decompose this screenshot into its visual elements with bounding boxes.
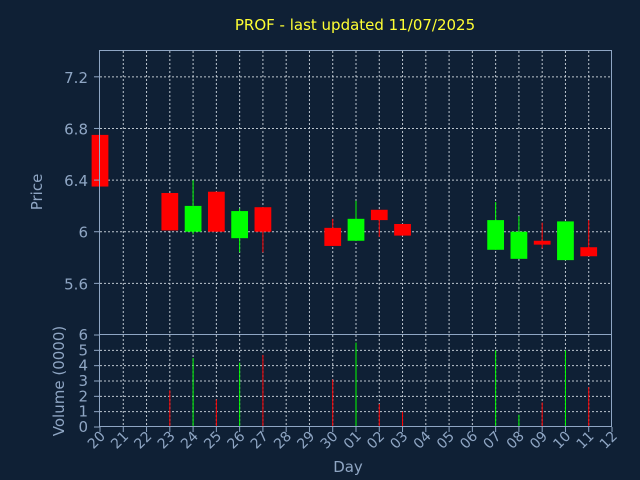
x-tick-label: 26 bbox=[225, 428, 249, 452]
volume-axis-label: Volume (0000) bbox=[50, 326, 68, 436]
x-tick-label: 09 bbox=[527, 429, 551, 453]
x-tick-label: 01 bbox=[341, 429, 365, 453]
volume-tick-label: 3 bbox=[78, 372, 88, 390]
price-tick-label: 6 bbox=[78, 224, 88, 242]
x-tick-label: 03 bbox=[387, 429, 411, 453]
x-axis-label: Day bbox=[333, 458, 363, 476]
x-tick-label: 27 bbox=[248, 429, 272, 453]
x-tick-label: 10 bbox=[550, 429, 574, 453]
candle-down bbox=[207, 191, 225, 232]
x-tick-label: 08 bbox=[504, 429, 528, 453]
candle-down bbox=[394, 223, 411, 236]
x-tick-label: 23 bbox=[155, 429, 179, 453]
price-axis-ticks: 5.6 6 6.4 6.8 7.2 bbox=[64, 69, 100, 293]
x-tick-label: 25 bbox=[201, 429, 225, 453]
x-axis-ticks: 20 21 22 23 24 25 26 27 28 29 30 01 02 03 04 05 06 07 08 09… bbox=[85, 427, 621, 452]
candle-down bbox=[324, 227, 342, 246]
candle-down bbox=[580, 247, 598, 257]
x-tick-label: 22 bbox=[131, 429, 155, 453]
x-tick-label: 04 bbox=[411, 428, 435, 452]
x-tick-label: 20 bbox=[85, 429, 109, 453]
x-tick-label: 24 bbox=[178, 428, 202, 452]
candle-up bbox=[184, 205, 202, 232]
volume-tick-label: 4 bbox=[78, 357, 88, 375]
volume-tick-label: 5 bbox=[78, 341, 88, 359]
candle-up bbox=[347, 218, 365, 241]
candle-down bbox=[370, 209, 388, 221]
x-tick-label: 02 bbox=[364, 429, 388, 453]
candle-down bbox=[161, 193, 179, 231]
candle-up bbox=[510, 231, 528, 259]
price-tick-label: 6.4 bbox=[64, 172, 88, 190]
x-tick-label: 28 bbox=[271, 429, 295, 453]
volume-tick-label: 1 bbox=[78, 403, 88, 421]
price-tick-label: 5.6 bbox=[64, 275, 88, 293]
price-axis-label: Price bbox=[28, 174, 46, 211]
candles bbox=[91, 134, 598, 261]
candle-up bbox=[487, 220, 505, 250]
x-tick-label: 29 bbox=[294, 429, 318, 453]
volume-tick-label: 0 bbox=[78, 418, 88, 436]
candle-down bbox=[533, 240, 551, 245]
price-tick-label: 7.2 bbox=[64, 69, 88, 87]
x-tick-label: 07 bbox=[481, 429, 505, 453]
chart-title: PROF - last updated 11/07/2025 bbox=[235, 16, 475, 34]
x-tick-label: 30 bbox=[318, 429, 342, 453]
x-tick-label: 05 bbox=[434, 429, 458, 453]
x-tick-label: 11 bbox=[574, 429, 598, 453]
volume-tick-label: 6 bbox=[78, 326, 88, 344]
candle-up bbox=[231, 211, 249, 239]
price-tick-label: 6.8 bbox=[64, 120, 88, 138]
x-tick-label: 12 bbox=[597, 429, 621, 453]
volume-tick-label: 2 bbox=[78, 387, 88, 405]
volume-bars bbox=[169, 342, 590, 427]
x-tick-label: 21 bbox=[108, 429, 132, 453]
candle-down bbox=[254, 207, 272, 232]
candle-up bbox=[557, 221, 574, 261]
x-tick-label: 06 bbox=[457, 428, 481, 452]
